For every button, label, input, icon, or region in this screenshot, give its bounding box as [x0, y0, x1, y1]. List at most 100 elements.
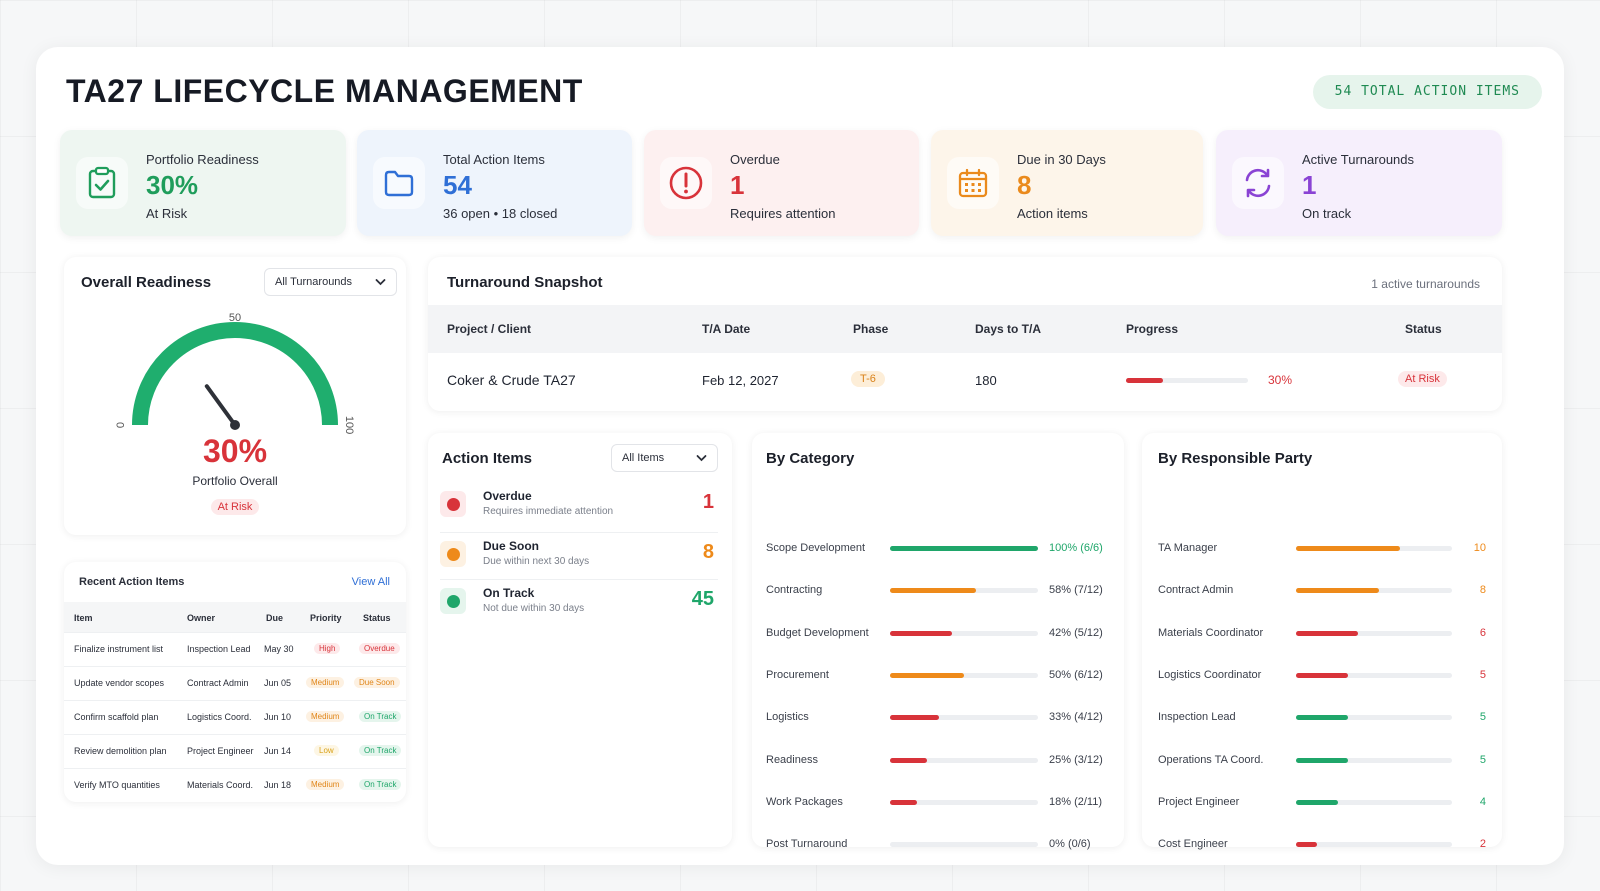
party-bar-row: TA Manager 10	[1142, 539, 1502, 559]
party-bar-row: Cost Engineer 2	[1142, 835, 1502, 855]
party-bar-track	[1296, 546, 1452, 551]
category-bar-track	[890, 672, 1038, 678]
category-value: 42% (5/12)	[1049, 626, 1103, 639]
party-bar	[1296, 588, 1380, 594]
gauge-hub	[230, 420, 240, 430]
progress-track	[1126, 378, 1248, 383]
panel-title: By Responsible Party	[1158, 450, 1313, 467]
turnaround-filter-dropdown[interactable]: All Turnarounds	[264, 268, 397, 296]
panel-title: Overall Readiness	[81, 274, 212, 291]
table-row[interactable]: Review demolition plan Project Engineer Ju…	[64, 734, 406, 768]
category-label: Scope Development	[766, 542, 866, 554]
category-bar-track	[890, 757, 1038, 763]
category-bar-row: Post Turnaround 0% (0/6)	[752, 835, 1124, 855]
party-label: Operations TA Coord.	[1158, 753, 1264, 766]
kpi-sub: Action items	[1017, 206, 1088, 221]
kpi-card-total-action-items[interactable]: Total Action Items 54 36 open • 18 close…	[357, 130, 632, 236]
panel-title: Recent Action Items	[79, 576, 185, 588]
summary-count: 8	[702, 541, 714, 563]
table-row[interactable]: Verify MTO quantities Materials Coord. Jun…	[64, 768, 406, 802]
action-items-panel: Action Items All Items Overdue Requires i…	[428, 433, 732, 847]
readiness-status-badge: At Risk	[210, 499, 260, 515]
col-header: Status	[1405, 322, 1442, 336]
kpi-card-overdue[interactable]: Overdue 1 Requires attention	[644, 130, 919, 236]
party-count: 4	[1479, 795, 1486, 808]
snapshot-table-header: Project / Client T/A Date Phase Days to …	[428, 305, 1502, 353]
by-category-panel: By Category Scope Development 100% (6/6) C…	[752, 433, 1124, 850]
kpi-label: Active Turnarounds	[1302, 152, 1415, 167]
gauge-arc	[132, 322, 338, 426]
category-value: 33% (4/12)	[1049, 711, 1103, 724]
category-bar-row: Work Packages 18% (2/11)	[752, 793, 1124, 813]
category-value: 100% (6/6)	[1049, 542, 1103, 554]
category-bar-row: Budget Development 42% (5/12)	[752, 624, 1124, 644]
recent-action-items-panel: Recent Action Items View All Item Owner …	[64, 562, 406, 802]
kpi-label: Total Action Items	[443, 152, 545, 167]
party-bar-track	[1296, 672, 1452, 678]
table-row[interactable]: Finalize instrument list Inspection Lead M…	[64, 632, 406, 666]
table-row[interactable]: Coker & Crude TA27 Feb 12, 2027 T-6 180 …	[428, 353, 1502, 411]
party-bar	[1296, 715, 1348, 721]
action-item-summary-row[interactable]: On Track Not due within 30 days 45	[440, 579, 718, 625]
due-date: Jun 05	[264, 678, 292, 688]
kpi-card-active-turnarounds[interactable]: Active Turnarounds 1 On track	[1216, 130, 1502, 236]
summary-count: 45	[691, 588, 714, 610]
category-label: Post Turnaround	[766, 838, 848, 851]
category-bar-track	[890, 630, 1038, 636]
progress-fill	[1126, 378, 1163, 383]
kpi-value: 1	[1302, 170, 1317, 200]
category-bar-track	[890, 842, 1038, 848]
dropdown-value: All Turnarounds	[275, 276, 353, 288]
action-item-summary-row[interactable]: Due Soon Due within next 30 days 8	[440, 532, 718, 578]
category-bar	[890, 757, 927, 763]
clipboard-check-icon	[76, 157, 128, 209]
priority-tag: Medium	[306, 779, 345, 790]
table-row[interactable]: Confirm scaffold plan Logistics Coord. Jun…	[64, 700, 406, 734]
chevron-down-icon	[696, 455, 707, 462]
overall-readiness-panel: Overall Readiness All Turnarounds 0 50 1…	[64, 257, 406, 535]
category-label: Logistics	[766, 711, 809, 724]
total-action-items-pill: 54 TOTAL ACTION ITEMS	[1312, 75, 1542, 109]
kpi-value: 30%	[146, 170, 199, 200]
kpi-card-due-in-30-days[interactable]: Due in 30 Days 8 Action items	[931, 130, 1203, 236]
col-header: T/A Date	[702, 322, 751, 336]
party-bar-track	[1296, 842, 1452, 848]
active-turnarounds-count: 1 active turnarounds	[1371, 277, 1480, 291]
summary-title: Due Soon	[483, 539, 539, 553]
owner: Logistics Coord.	[187, 712, 252, 722]
party-count: 8	[1479, 584, 1486, 597]
party-bar-row: Operations TA Coord. 5	[1142, 751, 1502, 771]
status-dot-icon	[440, 588, 466, 614]
kpi-sub: 36 open • 18 closed	[443, 206, 558, 221]
col-header: Days to T/A	[975, 322, 1042, 336]
party-bar-row: Inspection Lead 5	[1142, 708, 1502, 728]
action-item-summary-row[interactable]: Overdue Requires immediate attention 1	[440, 485, 718, 531]
col-header: Status	[363, 613, 391, 623]
party-count: 5	[1479, 753, 1486, 766]
party-bar-track	[1296, 715, 1452, 721]
table-row[interactable]: Update vendor scopes Contract Admin Jun 05…	[64, 666, 406, 700]
category-bar-row: Procurement 50% (6/12)	[752, 666, 1124, 686]
folder-icon	[373, 157, 425, 209]
category-value: 18% (2/11)	[1049, 795, 1102, 808]
panel-title: By Category	[766, 450, 855, 467]
turnaround-snapshot-panel: Turnaround Snapshot 1 active turnarounds…	[428, 257, 1502, 411]
summary-subtitle: Requires immediate attention	[483, 506, 614, 517]
due-date: May 30	[264, 644, 294, 654]
kpi-label: Overdue	[730, 152, 780, 167]
category-value: 0% (0/6)	[1049, 838, 1091, 851]
party-label: TA Manager	[1158, 542, 1218, 554]
priority-tag: Medium	[306, 677, 345, 688]
status-dot-icon	[440, 491, 466, 517]
party-bar-track	[1296, 757, 1452, 763]
kpi-card-portfolio-readiness[interactable]: Portfolio Readiness 30% At Risk	[60, 130, 346, 236]
kpi-sub: Requires attention	[730, 206, 836, 221]
view-all-link[interactable]: View All	[351, 576, 390, 588]
panel-title: Action Items	[442, 450, 533, 467]
action-items-filter-dropdown[interactable]: All Items	[611, 444, 718, 472]
party-label: Inspection Lead	[1158, 711, 1236, 724]
category-label: Work Packages	[766, 795, 843, 808]
status-tag: Overdue	[359, 643, 400, 654]
category-value: 50% (6/12)	[1049, 668, 1103, 681]
status-dot-icon	[440, 541, 466, 567]
